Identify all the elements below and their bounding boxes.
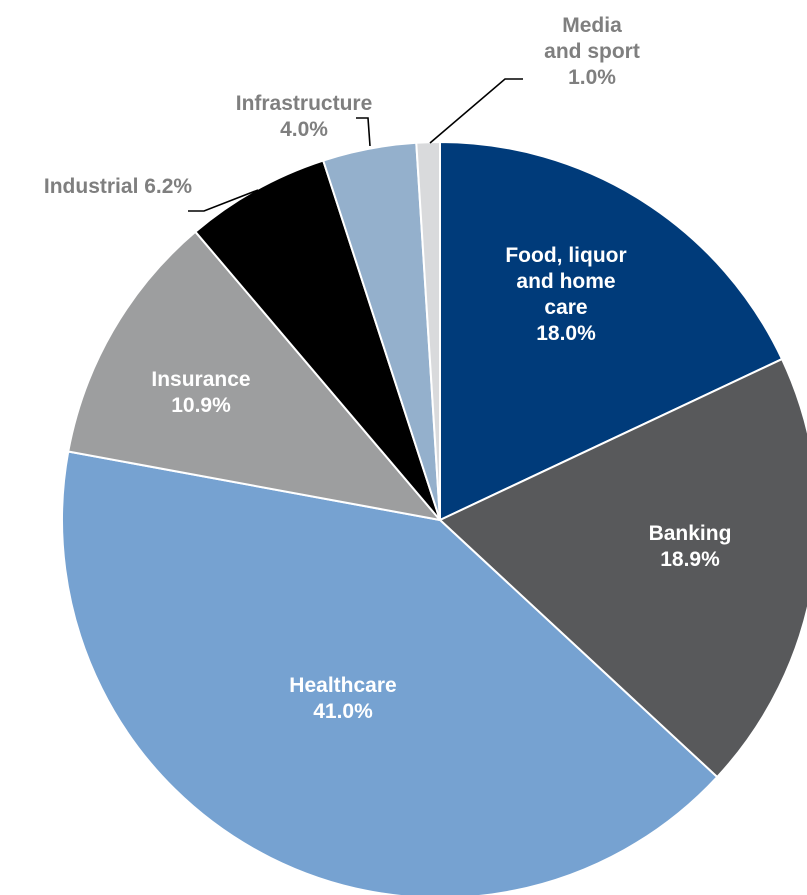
pie-slice-2 (61, 450, 719, 895)
leader-line-6 (429, 78, 523, 144)
slice-label-5: Infrastructure 4.0% (236, 92, 373, 141)
slice-value-label: 41.0% (313, 700, 373, 723)
slice-label-0: Food, liquor and home care 18.0% (505, 244, 626, 345)
slice-value-label: 1.0% (568, 66, 616, 89)
slice-value-label: 18.9% (660, 548, 720, 571)
pie-slice-3 (67, 230, 441, 521)
slice-label-line: care (544, 296, 587, 319)
pie-slice-4 (194, 159, 441, 521)
slice-label-line: Insurance (151, 368, 250, 391)
slice-label-6: Media and sport 1.0% (544, 14, 640, 89)
pie-slice-1 (439, 358, 807, 779)
slice-value-label: 18.0% (536, 322, 596, 345)
slice-label-line: Food, liquor (505, 244, 626, 267)
slice-label-3: Insurance 10.9% (151, 368, 250, 417)
slice-label-line: Media (562, 14, 622, 37)
slice-label-line: Banking (649, 522, 732, 545)
slice-label-line: Healthcare (289, 674, 396, 697)
slice-label-line: Infrastructure (236, 92, 373, 115)
slice-label-line: Industrial 6.2% (44, 175, 193, 198)
slice-label-2: Healthcare 41.0% (289, 674, 396, 723)
pie-slice-0 (439, 141, 784, 521)
slice-value-label: 4.0% (280, 118, 328, 141)
pie-slice-6 (415, 141, 441, 521)
slice-value-label: 10.9% (171, 394, 231, 417)
slice-label-1: Banking 18.9% (649, 522, 732, 571)
leader-line-5 (356, 117, 371, 147)
leader-line-4 (188, 189, 259, 212)
slice-label-4: Industrial 6.2% (44, 175, 193, 198)
slice-label-line: and sport (544, 40, 640, 63)
slice-label-line: and home (516, 270, 615, 293)
